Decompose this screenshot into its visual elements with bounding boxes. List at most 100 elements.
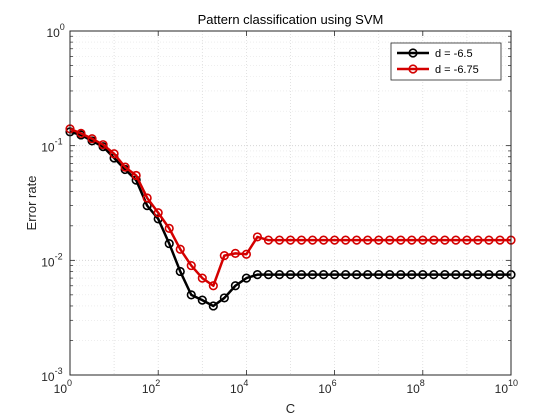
x-tick-base: 10 [495, 382, 509, 396]
series-d-6.75 [65, 124, 516, 291]
data-point [495, 270, 505, 280]
x-tick-label: 10 4 [230, 378, 248, 396]
data-point [341, 235, 351, 245]
x-tick-base: 10 [406, 382, 420, 396]
data-point [495, 235, 505, 245]
x-tick-label: 10 10 [495, 378, 518, 396]
data-point [76, 128, 86, 138]
data-point [197, 273, 207, 283]
x-tick-base: 10 [54, 382, 68, 396]
x-tick-exponent: 2 [155, 378, 160, 388]
data-point [396, 270, 406, 280]
x-axis-label: C [286, 401, 295, 416]
data-point [164, 223, 174, 233]
y-tick-exponent: -3 [55, 366, 63, 376]
x-tick-exponent: 10 [508, 378, 518, 388]
data-point [352, 235, 362, 245]
x-tick-exponent: 8 [420, 378, 425, 388]
data-point [153, 208, 163, 218]
x-tick-exponent: 4 [243, 378, 248, 388]
data-point [385, 235, 395, 245]
data-point [219, 293, 229, 303]
y-tick-exponent: -1 [55, 137, 63, 147]
data-point [197, 295, 207, 305]
data-point [263, 235, 274, 245]
data-point [175, 244, 185, 254]
data-point [120, 162, 130, 172]
x-tick-exponent: 0 [67, 378, 72, 388]
y-tick-label: 10 -1 [41, 137, 62, 155]
data-point [131, 170, 141, 181]
data-point [440, 270, 450, 280]
data-point [186, 290, 196, 300]
data-point [484, 270, 494, 280]
data-point [252, 270, 263, 280]
data-point [374, 235, 384, 245]
data-point [208, 301, 218, 311]
data-point [407, 235, 417, 245]
data-point [142, 193, 152, 203]
data-point [219, 250, 229, 261]
data-point [318, 270, 329, 280]
data-point [87, 134, 97, 144]
data-point [274, 235, 285, 245]
data-point [407, 270, 417, 280]
y-axis-label: Error rate [24, 176, 39, 231]
data-point [274, 270, 285, 280]
y-tick-label: 10 0 [46, 22, 64, 40]
data-point [230, 248, 240, 258]
legend-marker-d-6.75 [408, 64, 418, 74]
data-point [285, 270, 296, 280]
data-point [241, 273, 251, 283]
data-point [396, 235, 406, 245]
y-tick-exponent: -2 [55, 251, 63, 261]
data-point [285, 235, 296, 245]
y-tick-base: 10 [46, 26, 60, 40]
x-tick-base: 10 [318, 382, 332, 396]
y-tick-base: 10 [41, 370, 55, 384]
data-point [318, 235, 329, 245]
data-point [429, 235, 439, 245]
data-point [164, 238, 174, 249]
data-point [473, 270, 483, 280]
data-point [363, 235, 373, 245]
data-point [109, 149, 119, 159]
data-point [296, 235, 307, 245]
x-tick-label: 10 6 [318, 378, 336, 396]
data-point [429, 270, 439, 280]
data-point [307, 270, 318, 280]
data-point [385, 270, 395, 280]
data-point [263, 270, 274, 280]
data-point [418, 270, 428, 280]
data-point [330, 270, 340, 280]
data-point [374, 270, 384, 280]
data-point [451, 270, 461, 280]
chart-title: Pattern classification using SVM [198, 12, 384, 27]
series-layer [65, 124, 516, 311]
data-point [186, 260, 196, 271]
data-point [296, 270, 307, 280]
legend-box [390, 42, 502, 81]
data-point [341, 270, 351, 280]
data-point [98, 140, 108, 150]
legend-label-d-6.75: d = -6.75 [435, 64, 479, 76]
y-tick-exponent: 0 [60, 22, 65, 32]
x-tick-label: 10 8 [406, 378, 424, 396]
x-tick-exponent: 6 [332, 378, 337, 388]
data-point [484, 235, 494, 245]
data-point [462, 270, 472, 280]
data-point [241, 249, 251, 259]
data-point [440, 235, 450, 245]
legend: d = -6.5 d = -6.75 [390, 42, 502, 81]
data-point [330, 235, 340, 245]
data-point [252, 232, 263, 242]
y-tick-base: 10 [41, 141, 55, 155]
y-tick-label: 10 -3 [41, 366, 62, 384]
legend-marker-d-6.5 [408, 48, 418, 58]
data-point [363, 270, 373, 280]
x-tick-label: 10 0 [54, 378, 72, 396]
x-tick-base: 10 [142, 382, 156, 396]
data-point [418, 235, 428, 245]
